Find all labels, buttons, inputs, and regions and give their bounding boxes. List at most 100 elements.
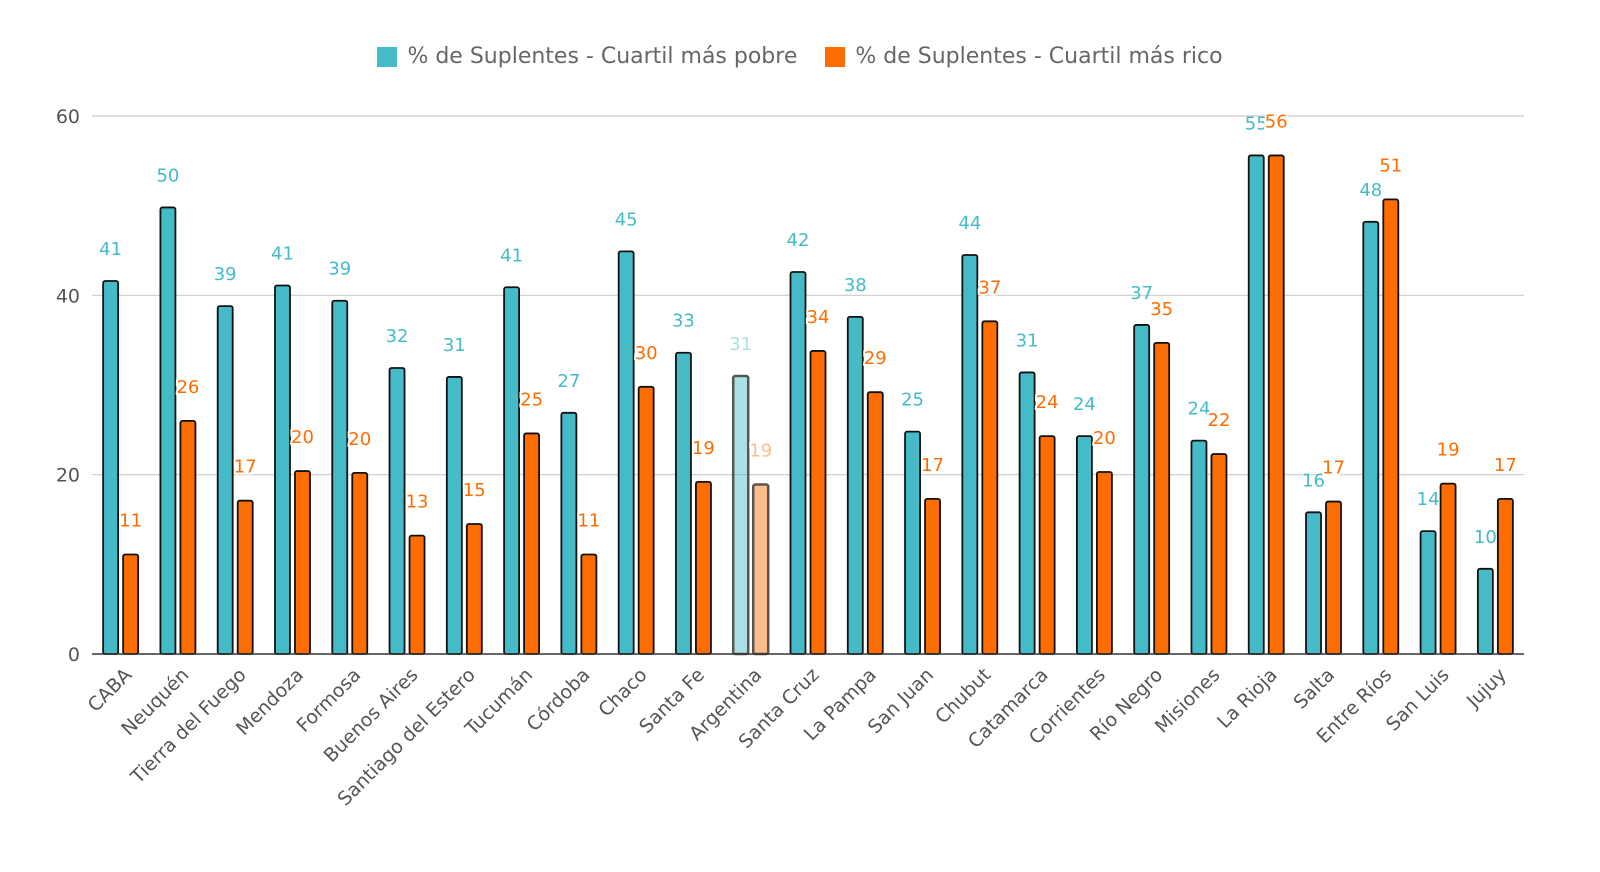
legend-label-richest: % de Suplentes - Cuartil más rico — [855, 44, 1223, 69]
data-label-poorest: 55 — [1245, 113, 1268, 134]
bar-richest — [465, 523, 483, 655]
bar-poorest — [789, 271, 807, 655]
bar-poorest — [846, 315, 864, 655]
x-tick-label: Jujuy — [1462, 664, 1511, 713]
data-label-poorest: 39 — [328, 259, 351, 280]
bar-poorest — [102, 280, 120, 655]
data-label-poorest: 24 — [1188, 399, 1211, 420]
data-label-richest: 19 — [1437, 440, 1460, 461]
x-tick-label: Córdoba — [522, 664, 594, 736]
data-label-richest: 25 — [520, 389, 543, 410]
bar-richest — [695, 480, 712, 655]
data-label-poorest: 39 — [214, 264, 237, 285]
data-label-richest: 17 — [921, 455, 944, 476]
data-label-richest: 17 — [1494, 455, 1517, 476]
bar-poorest — [445, 376, 463, 655]
data-label-poorest: 41 — [99, 239, 122, 260]
legend-item-richest: % de Suplentes - Cuartil más rico — [825, 44, 1223, 69]
data-label-richest: 11 — [119, 510, 142, 531]
bar-richest — [122, 553, 140, 655]
bar-poorest — [560, 411, 578, 655]
data-label-richest: 20 — [1093, 428, 1116, 449]
data-label-richest: 35 — [1150, 299, 1173, 320]
legend-item-poorest: % de Suplentes - Cuartil más pobre — [377, 44, 797, 69]
data-label-richest: 24 — [1036, 392, 1059, 413]
y-tick-label: 60 — [56, 106, 80, 128]
bar-poorest — [1419, 530, 1437, 655]
data-label-richest: 34 — [807, 307, 830, 328]
x-tick-label: Salta — [1290, 664, 1340, 714]
data-label-richest: 26 — [176, 377, 199, 398]
bar-poorest — [961, 254, 979, 655]
bar-poorest — [675, 351, 692, 655]
data-label-poorest: 14 — [1417, 489, 1440, 510]
data-label-poorest: 25 — [901, 390, 924, 411]
data-label-richest: 22 — [1208, 410, 1231, 431]
data-label-poorest: 24 — [1073, 394, 1096, 415]
data-label-poorest: 32 — [386, 326, 409, 347]
bar-poorest — [159, 206, 177, 655]
bar-poorest — [388, 367, 406, 655]
bar-richest — [1096, 471, 1113, 655]
bar-richest — [924, 497, 941, 655]
bar-richest — [236, 499, 254, 655]
bar-poorest — [617, 250, 635, 655]
legend-label-poorest: % de Suplentes - Cuartil más pobre — [407, 44, 798, 69]
data-label-poorest: 44 — [958, 213, 981, 234]
data-label-poorest: 41 — [271, 243, 294, 264]
data-label-poorest: 10 — [1474, 527, 1497, 548]
data-label-poorest: 27 — [557, 371, 580, 392]
data-label-poorest: 31 — [1016, 330, 1039, 351]
bar-richest — [866, 391, 884, 655]
bar-poorest — [1305, 511, 1322, 655]
bar-richest — [1439, 482, 1457, 655]
data-label-richest: 15 — [463, 480, 486, 501]
data-label-poorest: 33 — [672, 311, 695, 332]
bar-poorest — [216, 305, 234, 655]
bar-poorest — [1133, 324, 1151, 655]
bar-richest — [523, 432, 540, 655]
x-tick-label: Chaco — [594, 664, 651, 721]
data-label-poorest: 16 — [1302, 470, 1325, 491]
data-label-richest: 20 — [348, 429, 371, 450]
legend: % de Suplentes - Cuartil más pobre % de … — [0, 44, 1600, 69]
data-label-poorest: 37 — [1130, 283, 1153, 304]
bar-richest — [1267, 154, 1285, 655]
bar-poorest — [904, 430, 921, 655]
bar-richest — [1153, 341, 1171, 655]
data-label-poorest: 41 — [500, 245, 523, 266]
data-label-poorest: 42 — [787, 230, 810, 251]
legend-swatch-richest — [825, 46, 846, 67]
bar-richest — [580, 553, 598, 655]
bar-poorest — [274, 284, 291, 655]
y-tick-label: 40 — [56, 285, 80, 307]
data-label-richest: 51 — [1379, 155, 1402, 176]
x-tick-label: La Rioja — [1213, 664, 1282, 733]
bar-richest — [179, 419, 197, 655]
bar-poorest — [1190, 439, 1208, 655]
bar-richest — [637, 385, 655, 655]
bar-richest — [1210, 453, 1228, 655]
data-label-richest: 17 — [1322, 458, 1345, 479]
x-tick-label: CABA — [84, 664, 137, 717]
data-label-richest: 11 — [577, 510, 600, 531]
bar-poorest — [1018, 371, 1036, 655]
bar-richest — [1496, 497, 1514, 655]
bar-richest — [294, 470, 311, 655]
bar-richest — [351, 471, 369, 655]
data-label-poorest: 31 — [443, 335, 466, 356]
y-tick-label: 20 — [56, 465, 80, 487]
bar-poorest — [1247, 154, 1265, 655]
data-label-poorest: 31 — [729, 334, 752, 355]
data-label-poorest: 50 — [156, 165, 179, 186]
data-label-richest: 30 — [635, 343, 658, 364]
data-label-richest: 13 — [406, 492, 429, 513]
data-label-richest: 37 — [978, 277, 1001, 298]
bar-richest — [1382, 198, 1400, 655]
data-label-richest: 29 — [864, 348, 887, 369]
data-label-poorest: 38 — [844, 275, 867, 296]
data-label-richest: 56 — [1265, 111, 1288, 132]
data-label-poorest: 48 — [1359, 180, 1382, 201]
